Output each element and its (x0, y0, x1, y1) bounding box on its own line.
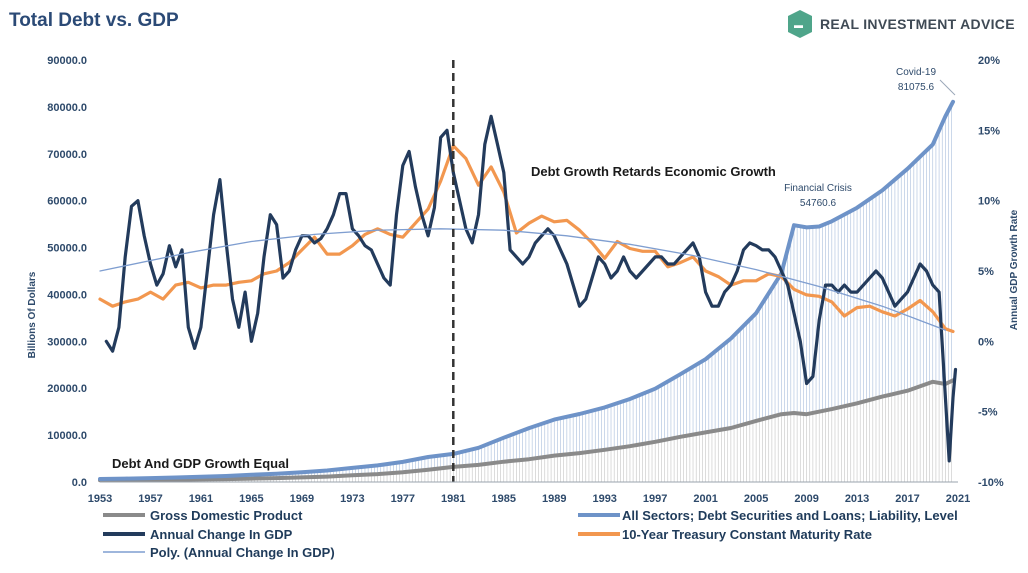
legend: Gross Domestic Product All Sectors; Debt… (103, 508, 958, 560)
x-tick-label: 2009 (794, 493, 818, 505)
x-tick-label: 1985 (492, 493, 516, 505)
annotations: Debt Growth Retards Economic Growth Debt… (112, 67, 956, 471)
annotation-crisis: Financial Crisis (784, 183, 852, 194)
x-tick-label: 1953 (88, 493, 112, 505)
annotation-crisis-value: 54760.6 (800, 198, 837, 209)
legend-label-annual-change: Annual Change In GDP (150, 527, 293, 542)
legend-label-gdp: Gross Domestic Product (150, 508, 303, 523)
y-tick-label: 50000.0 (47, 243, 87, 255)
series-poly (99, 228, 947, 331)
y-tick-label: 80000.0 (47, 102, 87, 114)
annotation-retards: Debt Growth Retards Economic Growth (531, 164, 776, 179)
annotation-covid: Covid-19 (896, 67, 936, 78)
y-axis-title-right: Annual GDP Growth Rate (1009, 209, 1020, 330)
x-tick-label: 2017 (895, 493, 919, 505)
annotation-equal: Debt And GDP Growth Equal (112, 456, 289, 471)
brand-logo-glyph: ▬ (794, 20, 803, 30)
series-gdp (98, 378, 955, 483)
y-tick-label: 10000.0 (47, 430, 87, 442)
y2-tick-label: 0% (978, 336, 994, 348)
brand-logo: ▬ REAL INVESTMENT ADVICE (788, 10, 1015, 38)
y-tick-label: 20000.0 (47, 383, 87, 395)
x-tick-label: 1969 (290, 493, 314, 505)
y2-tick-label: 10% (978, 196, 1000, 208)
y-tick-label: 30000.0 (47, 336, 87, 348)
series-treasury (98, 144, 955, 334)
x-tick-label: 1965 (239, 493, 263, 505)
x-tick-label: 1997 (643, 493, 667, 505)
series-debt (98, 99, 955, 481)
series-layer (98, 99, 958, 483)
x-tick-label: 1961 (189, 493, 213, 505)
y2-tick-label: 20% (978, 55, 1000, 67)
x-tick-label: 1973 (340, 493, 364, 505)
x-tick-label: 1957 (138, 493, 162, 505)
legend-label-treasury: 10-Year Treasury Constant Maturity Rate (622, 527, 872, 542)
series-annual-change (104, 114, 958, 463)
y-axis-title-left: Billions Of Dollars (27, 271, 38, 358)
brand-name: REAL INVESTMENT ADVICE (820, 16, 1015, 32)
x-tick-label: 1989 (542, 493, 566, 505)
y2-tick-label: 15% (978, 125, 1000, 137)
x-tick-label: 2005 (744, 493, 768, 505)
axes: 0.0 10000.0 20000.0 30000.0 40000.0 50000.0 60… (47, 55, 1004, 505)
brand-logo-icon (788, 10, 812, 38)
annotation-covid-leader (939, 79, 956, 96)
y2-tick-label: 5% (978, 266, 994, 278)
y-tick-label: 90000.0 (47, 55, 87, 67)
y-tick-label: 0.0 (72, 477, 87, 489)
x-tick-label: 1981 (441, 493, 465, 505)
legend-label-poly: Poly. (Annual Change In GDP) (150, 545, 335, 560)
x-tick-label: 1977 (391, 493, 415, 505)
y-tick-label: 60000.0 (47, 196, 87, 208)
x-tick-label: 2013 (845, 493, 869, 505)
legend-label-debt: All Sectors; Debt Securities and Loans; … (622, 508, 958, 523)
x-tick-label: 2001 (693, 493, 717, 505)
chart-title: Total Debt vs. GDP (9, 10, 179, 31)
x-tick-label: 2021 (946, 493, 970, 505)
annotation-covid-value: 81075.6 (898, 82, 935, 93)
y-tick-label: 70000.0 (47, 149, 87, 161)
x-tick-label: 1993 (592, 493, 616, 505)
y-tick-label: 40000.0 (47, 289, 87, 301)
y2-tick-label: -10% (978, 477, 1004, 489)
y2-tick-label: -5% (978, 407, 998, 419)
